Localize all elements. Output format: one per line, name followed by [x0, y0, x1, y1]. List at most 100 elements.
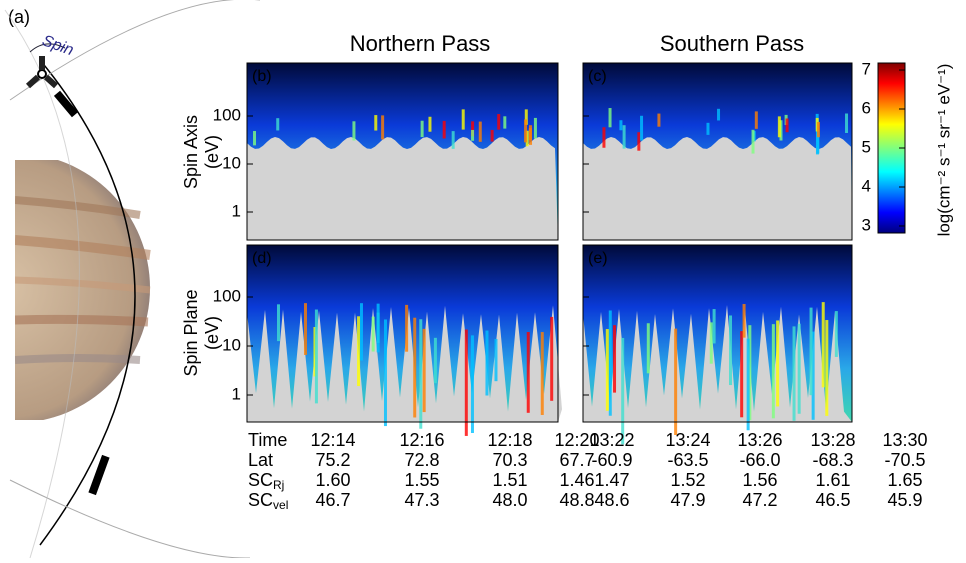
flux-streak	[825, 320, 829, 416]
flux-streak	[706, 122, 710, 135]
flux-streak	[524, 109, 528, 125]
field-line	[9, 0, 260, 101]
panel-frame	[246, 244, 559, 423]
flux-streak	[602, 127, 606, 148]
table-cell: 47.9	[670, 490, 705, 510]
flux-streak	[816, 121, 820, 138]
table-cell: 13:26	[737, 430, 782, 450]
flux-streak	[376, 303, 380, 353]
panel-label: (c)	[588, 68, 607, 85]
flux-streak	[729, 315, 733, 386]
flux-streak	[771, 324, 775, 419]
y-tick-label: 1	[232, 201, 241, 220]
flux-streak	[811, 331, 815, 420]
flux-streak	[420, 120, 424, 138]
colorbar-tick-label: 3	[862, 215, 871, 234]
flux-streak	[608, 310, 612, 416]
flux-streak	[422, 328, 426, 413]
flux-streak	[471, 121, 475, 137]
panel-label: (d)	[252, 250, 272, 267]
table-cell: 13:22	[589, 430, 634, 450]
table-cell: 12:18	[487, 430, 532, 450]
flux-streak	[413, 317, 417, 418]
table-cell: 1.51	[492, 470, 527, 490]
flux-streak	[785, 118, 789, 133]
flux-streak	[497, 114, 501, 130]
y-tick-label: 100	[213, 286, 241, 305]
instrument-background	[583, 137, 852, 240]
flux-streak	[433, 337, 437, 384]
flux-streak	[352, 121, 356, 141]
table-cell: 1.61	[815, 470, 850, 490]
flux-streak	[470, 335, 474, 433]
spin-label: Spin	[40, 32, 76, 59]
y-tick-label: 10	[222, 335, 241, 354]
flux-streak	[357, 316, 361, 387]
flux-streak	[674, 328, 678, 435]
row-label-sub: vel	[273, 498, 288, 512]
row-label-sub: Rj	[273, 478, 284, 492]
table-cell: 13:30	[882, 430, 927, 450]
table-cell: 1.60	[315, 470, 350, 490]
flux-streak	[485, 330, 489, 396]
flux-streak	[845, 113, 849, 133]
field-line	[9, 479, 251, 559]
flux-streak	[381, 115, 385, 140]
colorbar-tick-label: 7	[862, 60, 871, 79]
flux-streak	[451, 131, 455, 149]
flux-streak	[742, 304, 746, 338]
flux-streak	[478, 121, 482, 142]
flux-streak	[371, 316, 375, 352]
table-cell: 48.8	[559, 490, 594, 510]
flux-streak	[809, 307, 813, 396]
table-cell: 1.65	[887, 470, 922, 490]
table-cell: 70.3	[492, 450, 527, 470]
table-cell: 13:24	[665, 430, 710, 450]
flux-streak	[494, 338, 498, 382]
table-cell: 1.52	[670, 470, 705, 490]
row-label: Time	[248, 430, 287, 450]
flux-streak	[471, 129, 475, 141]
orbit-marker	[53, 90, 79, 118]
flux-streak	[754, 111, 758, 129]
orbit-marker	[88, 454, 110, 496]
flux-streak	[746, 338, 750, 431]
flux-streak	[821, 302, 825, 388]
table-cell: 12:14	[310, 430, 355, 450]
table-cell: 67.7	[559, 450, 594, 470]
table-cell: 13:28	[810, 430, 855, 450]
flux-streak	[646, 323, 650, 374]
flux-streak	[359, 303, 363, 361]
flux-streak	[748, 325, 752, 421]
row-label: SCvel	[248, 490, 288, 512]
row-label-text: Lat	[248, 450, 273, 470]
table-cell: 1.46	[559, 470, 594, 490]
flux-streak	[792, 326, 796, 421]
flux-streak	[709, 322, 713, 364]
flux-streak	[621, 337, 625, 445]
colorbar-tick-label: 5	[862, 137, 871, 156]
colorbar-label: log(cm⁻² s⁻¹ sr⁻¹ eV⁻¹)	[934, 64, 953, 237]
flux-streak	[712, 309, 716, 344]
row-label-text: SC	[248, 490, 273, 510]
table-cell: 75.2	[315, 450, 350, 470]
flux-streak	[540, 332, 544, 415]
flux-streak	[277, 304, 281, 342]
flux-streak	[405, 304, 409, 352]
table-cell: 48.6	[594, 490, 629, 510]
flux-streak	[619, 120, 623, 131]
flux-streak	[751, 129, 755, 154]
panel-label: (b)	[252, 68, 272, 85]
panel-frame	[582, 62, 853, 241]
instrument-background	[247, 305, 562, 422]
table-cell: 72.8	[404, 450, 439, 470]
flux-streak	[253, 131, 257, 146]
flux-streak	[461, 109, 465, 130]
flux-streak	[524, 119, 528, 143]
y-axis-label: Spin Plane	[181, 289, 201, 376]
y-tick-label: 100	[213, 105, 241, 124]
row-label: Lat	[248, 450, 273, 470]
figure-label: (a)	[8, 7, 30, 27]
y-axis-label: Spin Axis	[181, 115, 201, 189]
